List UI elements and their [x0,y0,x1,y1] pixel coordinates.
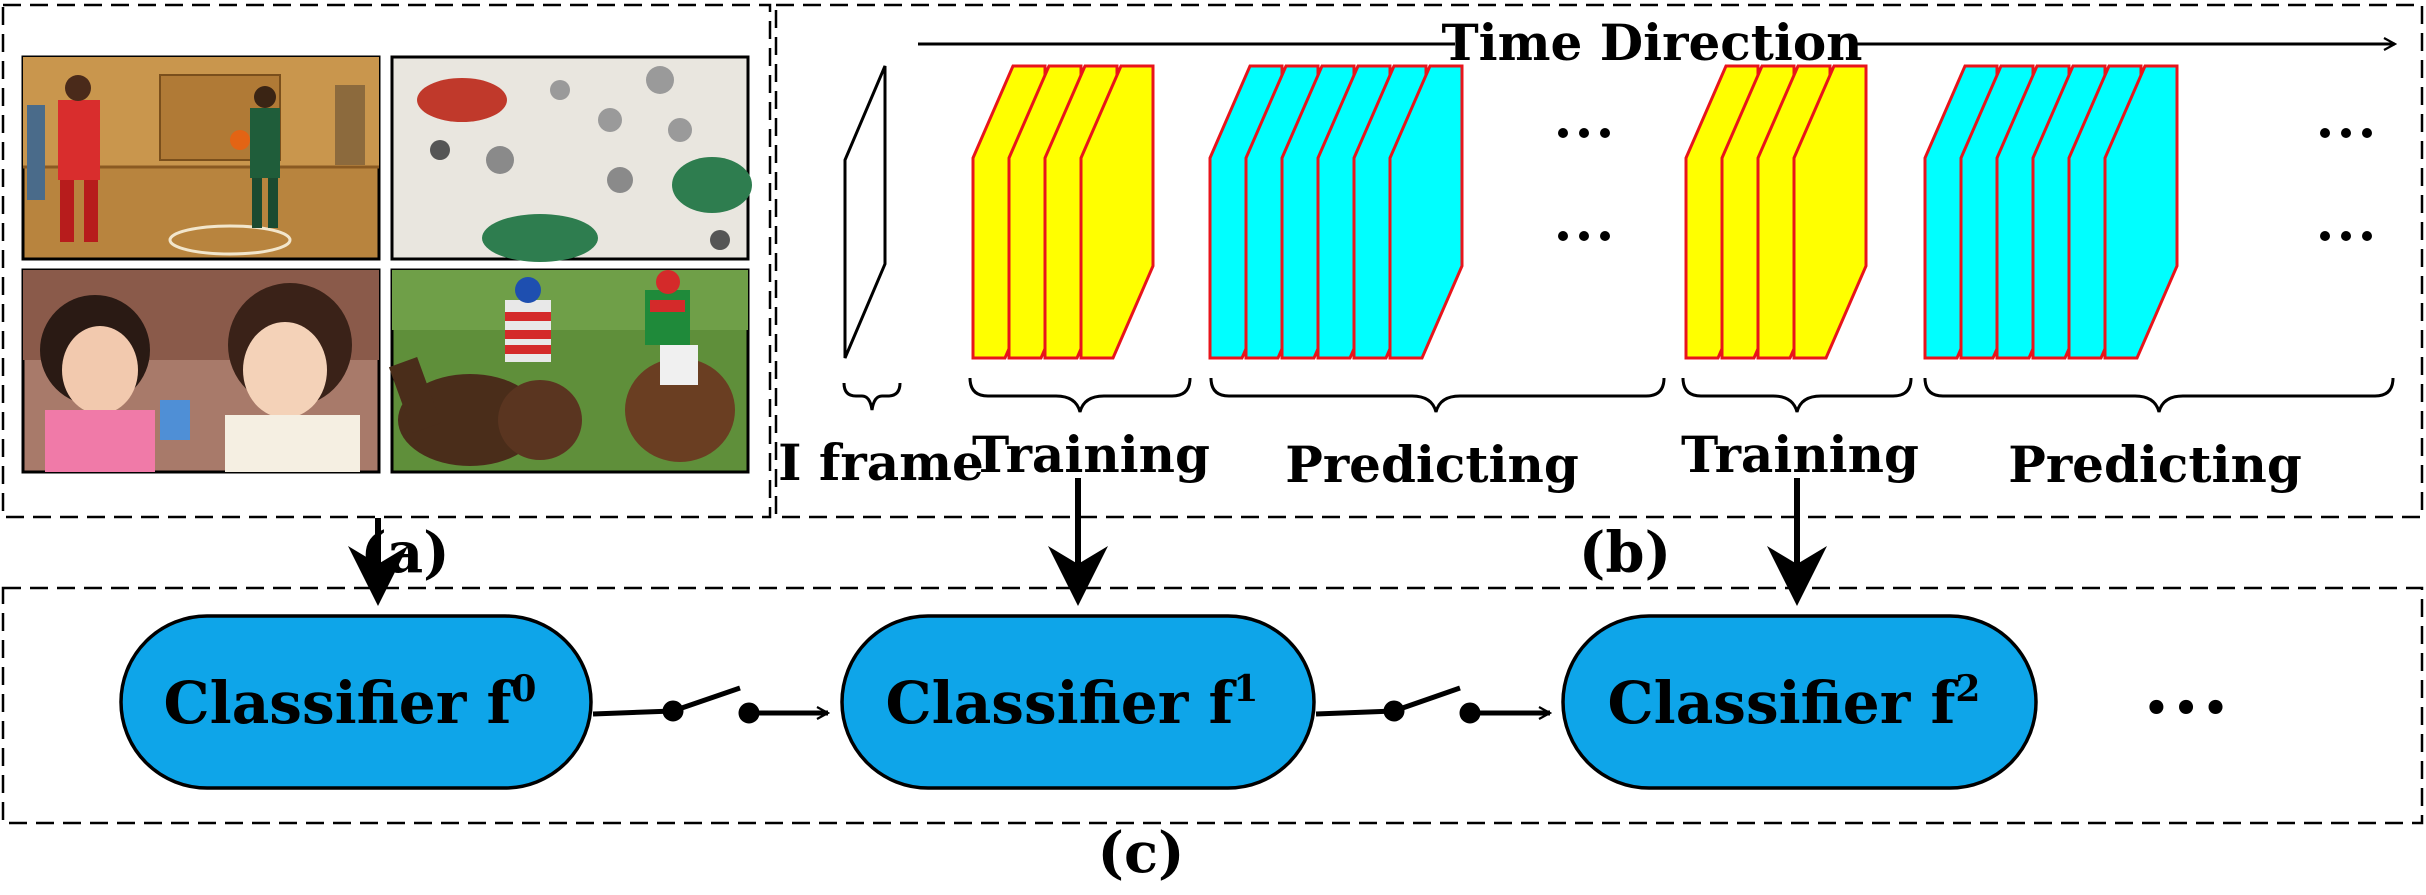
trailing-ellipsis: ••• [2144,685,2233,732]
i-frame [843,65,887,359]
segment-label-predicting-1: Predicting [1285,435,1579,494]
video-frames [971,64,2179,360]
panel-a-box [1,3,772,519]
horse-racing-icon [388,268,750,474]
classifier-f2: Classifier f2 [1561,614,2038,790]
brace-predicting-2 [1923,377,2395,413]
thumbnail-grid [21,55,752,474]
classifier-f2-sup: 2 [1955,668,1980,710]
predicting-frame [2103,64,2179,360]
training-frame [1079,64,1155,360]
classifier-f1-name: Classifier f [886,669,1238,737]
panel-label-b: (b) [1579,520,1671,586]
iframe-label: I frame [778,433,984,492]
svg-text:Classifier f2: Classifier f2 [1608,668,1981,737]
classifier-f1-sup: 1 [1233,668,1258,710]
brace-i-frame [842,382,902,411]
basketball-court-icon [21,55,381,261]
svg-text:Classifier f1: Classifier f1 [886,668,1259,737]
brace-predicting-1 [1209,377,1666,413]
outdoor-cafe-icon [390,55,752,262]
panel-label-a: (a) [360,520,449,586]
frame-ellipsis-2 [2320,128,2372,241]
segment-label-training-2: Training [1681,425,1919,484]
segment-label-predicting-2: Predicting [2008,435,2302,494]
switch-f0-f1 [592,685,828,724]
brace-training-2 [1681,377,1913,413]
classifier-f0: Classifier f0 [119,614,593,790]
classifier-f0-sup: 0 [511,668,536,710]
predicting-frame [1388,64,1464,360]
segment-braces [842,377,2395,413]
time-axis-label: Time Direction [1441,13,1862,72]
panel-c-box [1,586,2424,825]
frame-ellipsis-1 [1558,128,1610,241]
classifier-f2-name: Classifier f [1608,669,1960,737]
switch-f1-f2 [1315,685,1550,724]
brace-training-1 [968,377,1192,413]
classifier-f0-name: Classifier f [164,669,516,737]
svg-text:Classifier f0: Classifier f0 [164,668,537,737]
panel-b-box [774,3,2424,519]
children-playing-icon [21,268,381,474]
training-frame [1792,64,1868,360]
classifier-f1: Classifier f1 [840,614,1316,790]
panel-label-c: (c) [1097,820,1184,886]
segment-label-training-1: Training [972,425,1210,484]
